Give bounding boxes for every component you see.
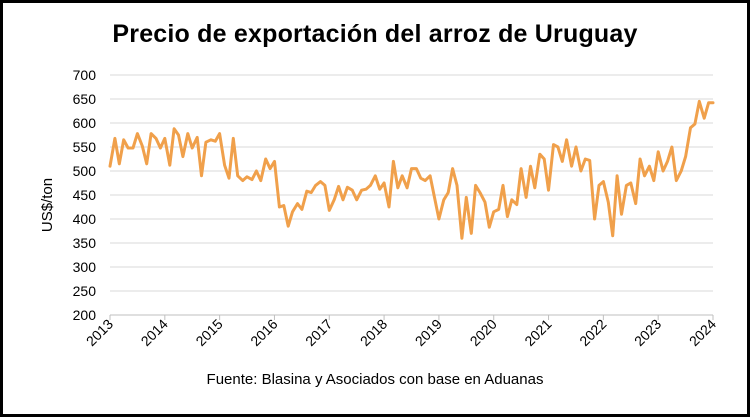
x-tick-label: 2020 [467,316,500,349]
y-tick-label: 500 [73,163,97,179]
x-tick-label: 2023 [631,316,664,349]
y-tick-label: 600 [73,115,97,131]
x-tick-label: 2022 [576,316,609,349]
x-axis: 2013 2014 2015 2016 2017 2018 2019 2020 2021 2022… [83,314,719,349]
y-tick-label: 300 [73,259,97,275]
y-tick-label: 700 [73,67,97,83]
source-note: Fuente: Blasina y Asociados con base en … [206,371,544,388]
y-tick-label: 250 [73,283,97,299]
y-tick-label: 550 [73,139,97,155]
x-tick-label: 2016 [247,316,280,349]
y-axis-label: US$/ton [39,178,56,232]
x-tick-label: 2024 [686,316,719,349]
y-axis: 700 650 600 550 500 450 400 350 300 250 200 [73,67,97,323]
y-tick-label: 450 [73,187,97,203]
x-tick-label: 2018 [357,316,390,349]
y-tick-label: 350 [73,235,97,251]
x-tick-label: 2021 [521,316,554,349]
y-tick-label: 200 [73,307,97,323]
series-line [108,99,715,240]
y-tick-label: 650 [73,91,97,107]
x-tick-label: 2017 [302,316,335,349]
chart-title: Precio de exportación del arroz de Urugu… [112,20,638,48]
plot-area [108,99,715,240]
y-tick-label: 400 [73,211,97,227]
x-tick-label: 2015 [192,316,225,349]
gridlines [110,74,713,316]
x-tick-label: 2014 [138,316,171,349]
x-tick-label: 2019 [412,316,445,349]
